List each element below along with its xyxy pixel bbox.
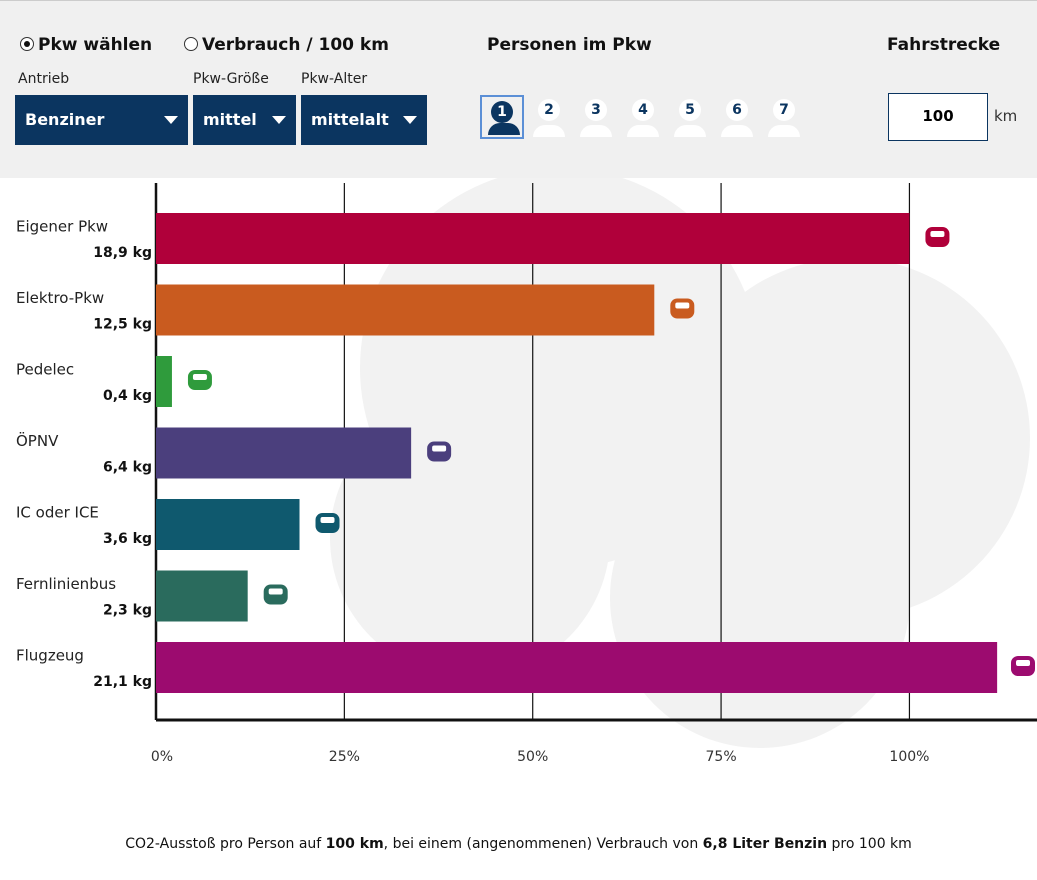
value-label: 12,5 kg xyxy=(93,317,152,333)
dropdown[interactable]: Benziner xyxy=(15,95,188,145)
person-number: 7 xyxy=(773,99,795,121)
radio-dot xyxy=(184,37,198,51)
value-label: 2,3 kg xyxy=(103,603,152,619)
category-label: Pedelec xyxy=(16,361,74,379)
bar xyxy=(156,284,655,336)
person-button[interactable]: 4 xyxy=(621,95,665,139)
value-label: 18,9 kg xyxy=(93,245,152,261)
person-icon xyxy=(533,125,565,137)
person-button[interactable]: 7 xyxy=(762,95,806,139)
icon xyxy=(320,517,335,523)
category-label: IC oder ICE xyxy=(16,504,99,522)
footnote-part: , bei einem (angenommenen) Verbrauch von xyxy=(383,836,703,852)
value-label: 21,1 kg xyxy=(93,674,152,690)
person-button[interactable]: 1 xyxy=(480,95,524,139)
x-tick-label: 0% xyxy=(151,749,173,765)
footnote-part: CO2-Ausstoß pro Person auf xyxy=(125,836,326,852)
person-number: 5 xyxy=(679,99,701,121)
person-number: 2 xyxy=(538,99,560,121)
bar xyxy=(156,213,910,264)
person-number: 6 xyxy=(726,99,748,121)
dropdown-label: Pkw-Alter xyxy=(301,71,368,87)
value-label: 6,4 kg xyxy=(103,460,152,476)
person-icon xyxy=(580,125,612,137)
control-panel: Pkw wählen Verbrauch / 100 km Antrieb Pk… xyxy=(0,0,1037,178)
footnote-part: pro 100 km xyxy=(827,836,912,852)
person-icon xyxy=(488,123,520,135)
section-title: Fahrstrecke xyxy=(887,35,1001,55)
bar xyxy=(156,570,248,622)
dropdown-label: Pkw-Größe xyxy=(193,71,269,87)
person-icon xyxy=(674,125,706,137)
person-button[interactable]: 2 xyxy=(527,95,571,139)
category-label: ÖPNV xyxy=(16,431,59,450)
footnote-part: 6,8 Liter Benzin xyxy=(702,836,828,852)
person-icon xyxy=(768,125,800,137)
icon xyxy=(1016,660,1030,666)
footnote: CO2-Ausstoß pro Person auf 100 km, bei e… xyxy=(0,836,1037,852)
icon xyxy=(192,374,207,380)
radio-label: Pkw wählen xyxy=(38,35,153,55)
radio-option[interactable]: Pkw wählen xyxy=(20,35,152,55)
value-label: 3,6 kg xyxy=(103,531,152,547)
dropdown[interactable]: mittelalt xyxy=(301,95,427,145)
bar xyxy=(156,499,300,550)
x-tick-label: 100% xyxy=(889,749,929,765)
bar xyxy=(156,642,998,693)
value-label: 0,4 kg xyxy=(103,388,152,404)
icon xyxy=(268,588,283,595)
bar xyxy=(156,356,172,407)
person-button[interactable]: 3 xyxy=(574,95,618,139)
distance-input[interactable]: 100 xyxy=(888,93,988,141)
person-icon xyxy=(721,125,753,137)
x-tick-label: 50% xyxy=(517,749,548,765)
radio-label: Verbrauch / 100 km xyxy=(202,35,389,55)
icon xyxy=(930,231,945,237)
person-icon xyxy=(627,125,659,137)
person-button[interactable]: 5 xyxy=(668,95,712,139)
category-label: Elektro-Pkw xyxy=(16,289,104,307)
icon xyxy=(675,302,690,309)
dropdown[interactable]: mittel xyxy=(193,95,296,145)
category-label: Eigener Pkw xyxy=(16,218,108,236)
footnote-part: 100 km xyxy=(325,836,384,852)
person-number: 4 xyxy=(632,99,654,121)
radio-option[interactable]: Verbrauch / 100 km xyxy=(184,35,389,55)
bar xyxy=(156,427,412,479)
person-button[interactable]: 6 xyxy=(715,95,759,139)
person-number: 1 xyxy=(491,101,513,123)
category-label: Fernlinienbus xyxy=(16,575,116,593)
radio-dot xyxy=(20,37,34,51)
chart: 0% 25% 50% 75% 100% Eigener Pkw 18,9 kg Elektro… xyxy=(16,178,1037,765)
category-label: Flugzeug xyxy=(16,647,84,665)
x-tick-label: 25% xyxy=(329,749,360,765)
icon xyxy=(432,445,447,452)
x-tick-label: 75% xyxy=(706,749,737,765)
section-title: Personen im Pkw xyxy=(487,35,652,55)
distance-unit: km xyxy=(994,107,1018,125)
dropdown-label: Antrieb xyxy=(18,71,70,87)
person-number: 3 xyxy=(585,99,607,121)
